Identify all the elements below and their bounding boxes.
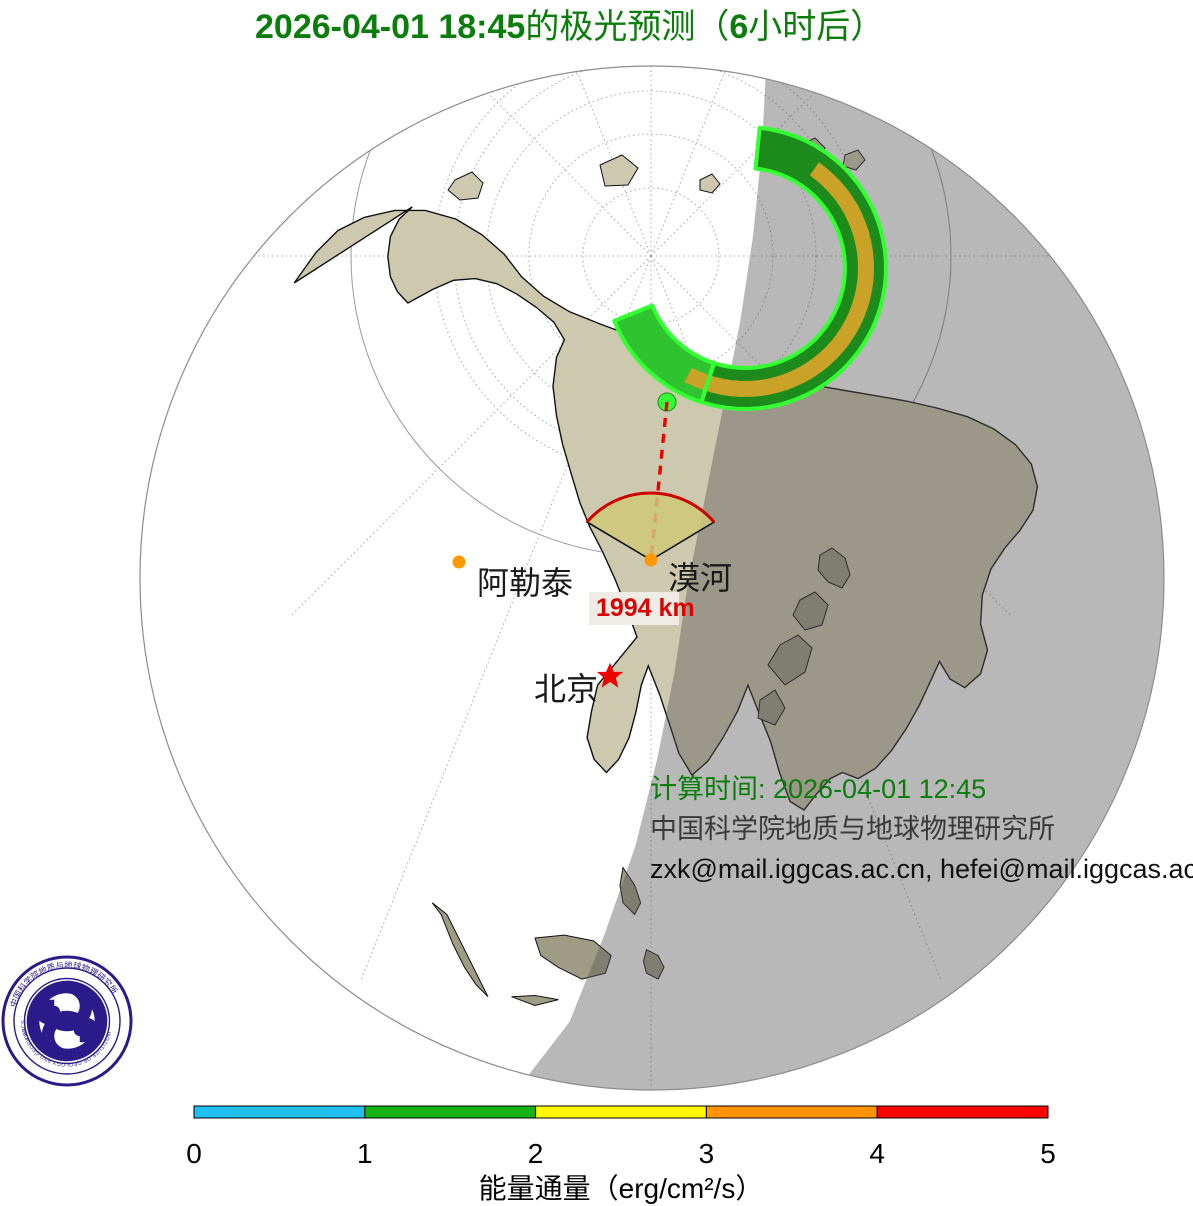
svg-text:2026-04-01 18:45的极光预测（6小时后）: 2026-04-01 18:45的极光预测（6小时后） <box>255 8 884 46</box>
svg-text:1: 1 <box>357 1138 373 1169</box>
svg-text:漠河: 漠河 <box>668 560 732 596</box>
svg-text:zxk@mail.iggcas.ac.cn, hefei@m: zxk@mail.iggcas.ac.cn, hefei@mail.iggcas… <box>650 854 1193 884</box>
svg-text:0: 0 <box>186 1138 202 1169</box>
svg-text:4: 4 <box>869 1138 885 1169</box>
svg-text:2: 2 <box>528 1138 544 1169</box>
svg-text:北京: 北京 <box>534 671 598 707</box>
svg-text:5: 5 <box>1040 1138 1056 1169</box>
svg-text:能量通量（erg/cm²/s）: 能量通量（erg/cm²/s） <box>479 1173 764 1204</box>
svg-text:中国科学院地质与地球物理研究所: 中国科学院地质与地球物理研究所 <box>650 814 1055 844</box>
svg-text:计算时间: 2026-04-01 12:45: 计算时间: 2026-04-01 12:45 <box>650 774 986 804</box>
svg-text:1994 km: 1994 km <box>596 594 695 622</box>
svg-text:3: 3 <box>699 1138 715 1169</box>
svg-text:阿勒泰: 阿勒泰 <box>477 565 573 601</box>
